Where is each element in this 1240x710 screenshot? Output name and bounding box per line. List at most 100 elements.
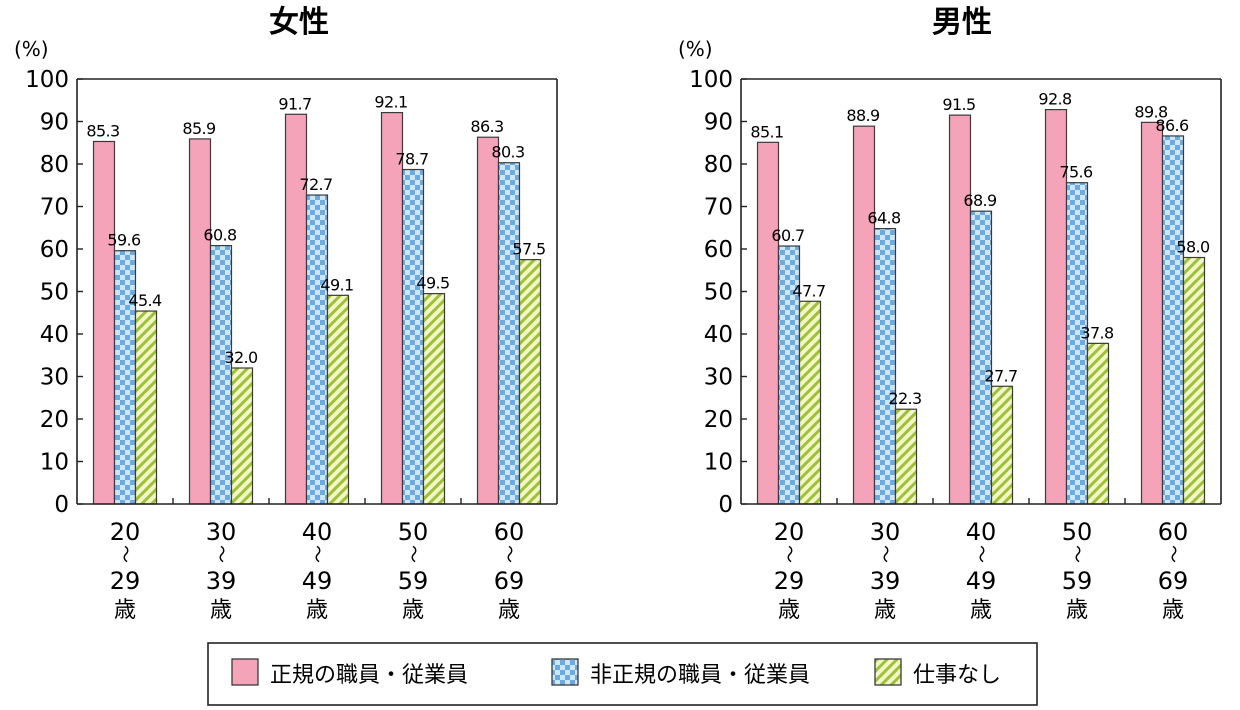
bar-non-regular — [1065, 182, 1089, 505]
bar-no-job — [134, 310, 158, 505]
bar-no-job — [1086, 342, 1110, 505]
x-label-suffix: 歳 — [210, 598, 232, 623]
data-label: 22.3 — [888, 389, 921, 408]
y-tick-label: 70 — [40, 195, 69, 221]
x-label-from: 40 — [966, 518, 997, 546]
x-label-separator: ～ — [210, 545, 231, 563]
y-tick-label: 80 — [704, 152, 733, 178]
x-label-suffix: 歳 — [498, 598, 520, 623]
data-label: 45.4 — [128, 291, 162, 310]
x-label-separator: ～ — [970, 545, 991, 563]
data-label: 92.1 — [374, 93, 407, 112]
x-label-from: 20 — [110, 518, 141, 546]
x-label-from: 50 — [1062, 518, 1093, 546]
chart-title: 男性 — [932, 5, 992, 40]
bar-non-regular — [873, 228, 897, 505]
data-label: 91.7 — [278, 94, 311, 113]
x-category-label: 50～ 59 歳 — [1062, 518, 1093, 623]
y-tick-label: 30 — [40, 365, 69, 391]
data-label: 92.8 — [1038, 90, 1072, 109]
bar-no-job — [894, 408, 918, 505]
x-label-suffix: 歳 — [114, 598, 136, 623]
data-label: 88.9 — [846, 106, 880, 125]
y-tick-label: 60 — [704, 237, 733, 263]
x-category-label: 20～ 29 歳 — [110, 518, 141, 623]
x-category-label: 20～ 29 歳 — [774, 518, 805, 623]
legend-swatch-non-regular — [551, 658, 579, 686]
bar-no-job — [326, 294, 350, 505]
x-category-label: 30～ 39 歳 — [206, 518, 237, 623]
x-label-suffix: 歳 — [402, 598, 424, 623]
x-label-separator: ～ — [778, 545, 799, 563]
x-label-suffix: 歳 — [778, 598, 800, 623]
data-label: 78.7 — [395, 150, 428, 169]
bar-no-job — [422, 293, 446, 505]
bar-regular — [948, 114, 972, 505]
bar-non-regular — [113, 250, 137, 505]
data-label: 32.0 — [224, 348, 258, 367]
y-tick-label: 10 — [40, 450, 69, 476]
chart-panel-male: 男性 (%) 0 10 20 30 40 50 60 70 80 90 100 85.1 88.9 91.5 9… — [678, 5, 1222, 623]
data-label: 60.7 — [771, 226, 804, 245]
x-label-suffix: 歳 — [874, 598, 896, 623]
y-tick-label: 90 — [40, 110, 69, 136]
x-label-to: 69 — [494, 567, 525, 595]
data-label: 80.3 — [491, 143, 524, 162]
y-tick-label: 50 — [704, 280, 733, 306]
bar-regular — [1140, 121, 1164, 505]
bar-regular — [380, 111, 404, 505]
data-label: 47.7 — [792, 281, 825, 300]
data-label: 64.8 — [867, 209, 901, 228]
x-category-label: 50～ 59 歳 — [398, 518, 429, 623]
bar-regular — [284, 113, 308, 505]
bar-non-regular — [401, 168, 425, 505]
x-category-label: 60～ 69 歳 — [494, 518, 525, 623]
data-label: 59.6 — [107, 231, 141, 250]
data-label: 75.6 — [1059, 163, 1093, 182]
bar-no-job — [518, 259, 542, 505]
x-label-to: 39 — [206, 567, 237, 595]
x-label-suffix: 歳 — [1162, 598, 1184, 623]
y-tick-label: 0 — [718, 492, 733, 518]
bar-no-job — [798, 300, 822, 505]
data-label: 86.6 — [1155, 116, 1189, 135]
data-label: 72.7 — [299, 175, 332, 194]
legend: 正規の職員・従業員 非正規の職員・従業員 仕事なし — [207, 642, 1038, 706]
bar-non-regular — [305, 194, 329, 505]
data-label: 27.7 — [984, 366, 1017, 385]
data-label: 37.8 — [1080, 323, 1114, 342]
data-label: 57.5 — [512, 240, 545, 259]
x-label-separator: ～ — [498, 545, 519, 563]
bar-non-regular — [209, 245, 233, 505]
legend-swatch-regular — [231, 658, 259, 686]
bar-non-regular — [1161, 135, 1185, 505]
x-label-to: 59 — [1062, 567, 1093, 595]
x-category-label: 40～ 49 歳 — [302, 518, 333, 623]
data-label: 68.9 — [963, 191, 997, 210]
x-label-suffix: 歳 — [970, 598, 992, 623]
data-label: 49.1 — [320, 275, 353, 294]
x-label-from: 40 — [302, 518, 333, 546]
data-label: 86.3 — [470, 117, 503, 136]
x-label-from: 60 — [494, 518, 525, 546]
x-label-to: 49 — [966, 567, 997, 595]
legend-label: 仕事なし — [913, 663, 1001, 688]
y-tick-label: 40 — [704, 322, 733, 348]
bar-regular — [756, 141, 780, 505]
data-label: 85.9 — [182, 119, 216, 138]
x-label-from: 60 — [1158, 518, 1189, 546]
y-tick-label: 70 — [704, 195, 733, 221]
x-label-separator: ～ — [114, 545, 135, 563]
x-label-separator: ～ — [306, 545, 327, 563]
data-label: 58.0 — [1176, 238, 1210, 257]
y-unit-label: (%) — [678, 37, 713, 61]
y-tick-label: 20 — [40, 407, 69, 433]
bar-regular — [188, 138, 212, 505]
x-category-label: 30～ 39 歳 — [870, 518, 901, 623]
y-tick-label: 20 — [704, 407, 733, 433]
y-tick-label: 50 — [40, 280, 69, 306]
legend-label: 正規の職員・従業員 — [270, 663, 468, 688]
x-label-to: 29 — [774, 567, 805, 595]
bar-no-job — [230, 367, 254, 505]
legend-label: 非正規の職員・従業員 — [590, 663, 810, 688]
